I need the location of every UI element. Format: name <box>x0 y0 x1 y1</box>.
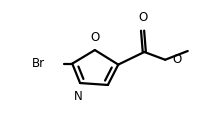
Text: Br: Br <box>32 57 45 70</box>
Text: O: O <box>138 11 147 24</box>
Text: O: O <box>172 53 181 66</box>
Text: O: O <box>90 31 99 44</box>
Text: N: N <box>74 90 83 103</box>
